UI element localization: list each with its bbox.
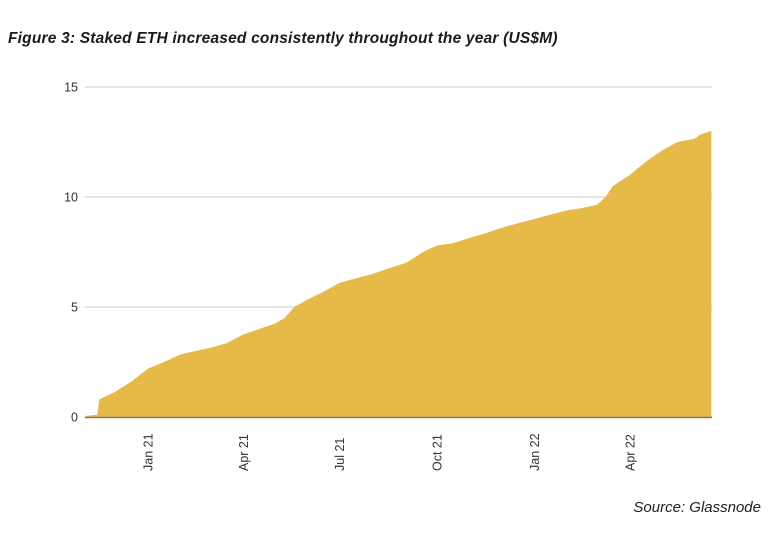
y-tick-label-0: 0 [71,411,78,425]
staked-eth-area-series [85,131,712,417]
x-tick-label-2: Jul 21 [333,438,347,471]
y-tick-label-15: 15 [64,81,78,95]
figure-title: Figure 3: Staked ETH increased consisten… [8,30,558,47]
x-tick-label-4: Jan 22 [528,433,542,471]
x-tick-label-1: Apr 21 [237,434,251,471]
x-tick-label-5: Apr 22 [623,434,637,471]
x-tick-label-0: Jan 21 [142,433,156,471]
source-note: Source: Glassnode [633,499,761,516]
y-tick-label-5: 5 [71,301,78,315]
y-tick-label-10: 10 [64,191,78,205]
x-tick-label-3: Oct 21 [431,434,445,471]
